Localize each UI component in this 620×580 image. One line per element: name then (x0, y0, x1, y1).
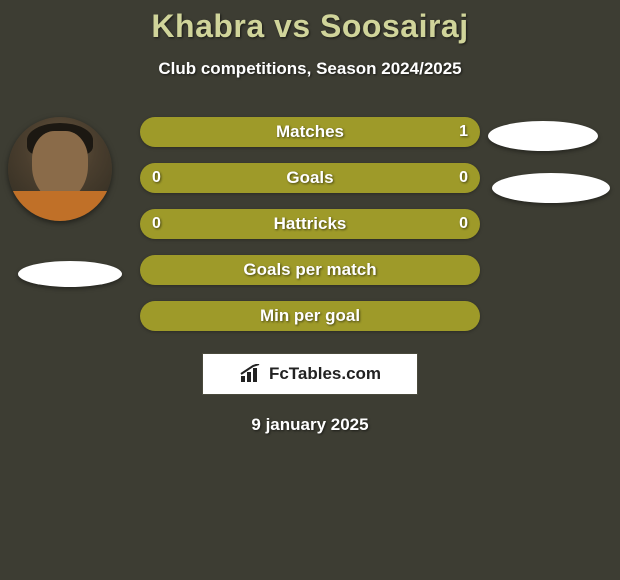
stat-right-value: 1 (459, 123, 468, 141)
stat-label: Min per goal (260, 306, 360, 326)
bar-chart-icon (239, 364, 263, 384)
brand-text: FcTables.com (269, 364, 381, 384)
stat-label: Hattricks (274, 214, 347, 234)
stat-row-min-per-goal: Min per goal (140, 301, 480, 331)
stat-row-goals: 0 Goals 0 (140, 163, 480, 193)
page-title: Khabra vs Soosairaj (0, 8, 620, 45)
page-subtitle: Club competitions, Season 2024/2025 (0, 59, 620, 79)
stat-row-matches: Matches 1 (140, 117, 480, 147)
player-right-name-pill-2 (492, 173, 610, 203)
player-right-name-pill-1 (488, 121, 598, 151)
player-left-name-pill (18, 261, 122, 287)
stat-right-value: 0 (459, 215, 468, 233)
stat-left-value: 0 (152, 169, 161, 187)
stat-rows: Matches 1 0 Goals 0 0 Hattricks 0 Goals … (140, 117, 480, 331)
stat-right-value: 0 (459, 169, 468, 187)
stat-row-goals-per-match: Goals per match (140, 255, 480, 285)
stat-row-hattricks: 0 Hattricks 0 (140, 209, 480, 239)
stat-left-value: 0 (152, 215, 161, 233)
player-left-avatar (8, 117, 112, 221)
stat-label: Goals per match (243, 260, 376, 280)
date-text: 9 january 2025 (0, 415, 620, 435)
stat-label: Matches (276, 122, 344, 142)
stats-panel: Matches 1 0 Goals 0 0 Hattricks 0 Goals … (0, 117, 620, 435)
brand-badge: FcTables.com (202, 353, 418, 395)
stat-label: Goals (286, 168, 333, 188)
